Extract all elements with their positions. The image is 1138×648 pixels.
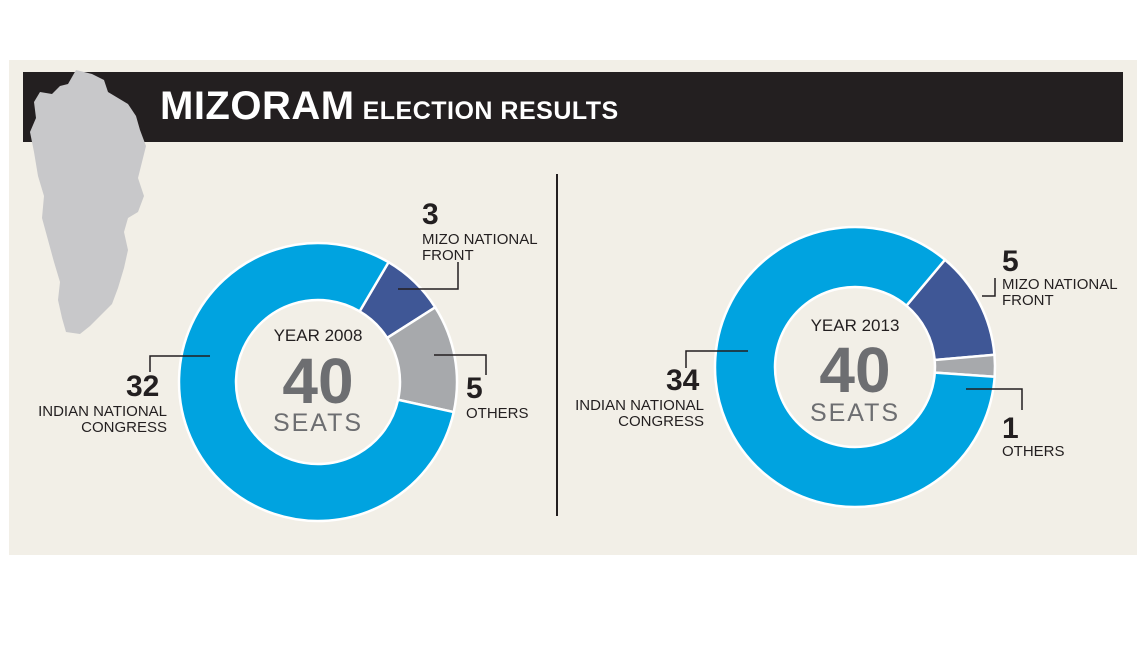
- others-value-2008: 5: [466, 372, 483, 405]
- inc-label2-2008: CONGRESS: [81, 419, 167, 436]
- mnf-label2-2008: FRONT: [422, 247, 474, 264]
- title-sub: ELECTION RESULTS: [362, 97, 619, 125]
- center-total-2013: 40: [819, 334, 891, 406]
- mnf-label2-2013: FRONT: [1002, 292, 1054, 309]
- inc-label1-2013: INDIAN NATIONAL: [575, 397, 704, 414]
- center-year-2008: YEAR 2008: [273, 326, 363, 345]
- others-label-2008: OTHERS: [466, 405, 529, 422]
- mizoram-map-icon: [30, 70, 146, 334]
- title-bar: [23, 72, 1123, 142]
- center-unit-2013: SEATS: [809, 399, 901, 427]
- title-main: MIZORAM: [160, 84, 355, 128]
- mnf-label1-2013: MIZO NATIONAL: [1002, 276, 1118, 293]
- leader-line-mnf-2013: [982, 278, 996, 297]
- donut-2013: [713, 225, 997, 509]
- slice-inc-2008: [177, 241, 456, 523]
- inc-label1-2008: INDIAN NATIONAL: [38, 403, 167, 420]
- leader-line-mnf-2008: [398, 262, 459, 290]
- center-total-2008: 40: [282, 345, 354, 417]
- leader-line-inc-2008: [149, 355, 210, 372]
- center-unit-2008: SEATS: [272, 409, 364, 437]
- mnf-value-2013: 5: [1002, 245, 1019, 278]
- divider: [556, 174, 558, 516]
- inc-label2-2013: CONGRESS: [618, 413, 704, 430]
- inc-value-2013: 34: [666, 364, 700, 397]
- mnf-value-2008: 3: [422, 198, 439, 231]
- leader-line-others-2008: [434, 354, 487, 375]
- slice-inc-2013: [713, 225, 996, 509]
- others-value-2013: 1: [1002, 412, 1019, 445]
- leader-line-others-2013: [966, 388, 1023, 410]
- chart-title: MIZORAM ELECTION RESULTS: [160, 84, 619, 137]
- inc-value-2008: 32: [126, 370, 160, 403]
- leader-line-inc-2013: [685, 350, 748, 368]
- mnf-label1-2008: MIZO NATIONAL: [422, 231, 538, 248]
- others-label-2013: OTHERS: [1002, 443, 1065, 460]
- center-year-2013: YEAR 2013: [810, 316, 900, 335]
- donut-2008: [177, 241, 459, 523]
